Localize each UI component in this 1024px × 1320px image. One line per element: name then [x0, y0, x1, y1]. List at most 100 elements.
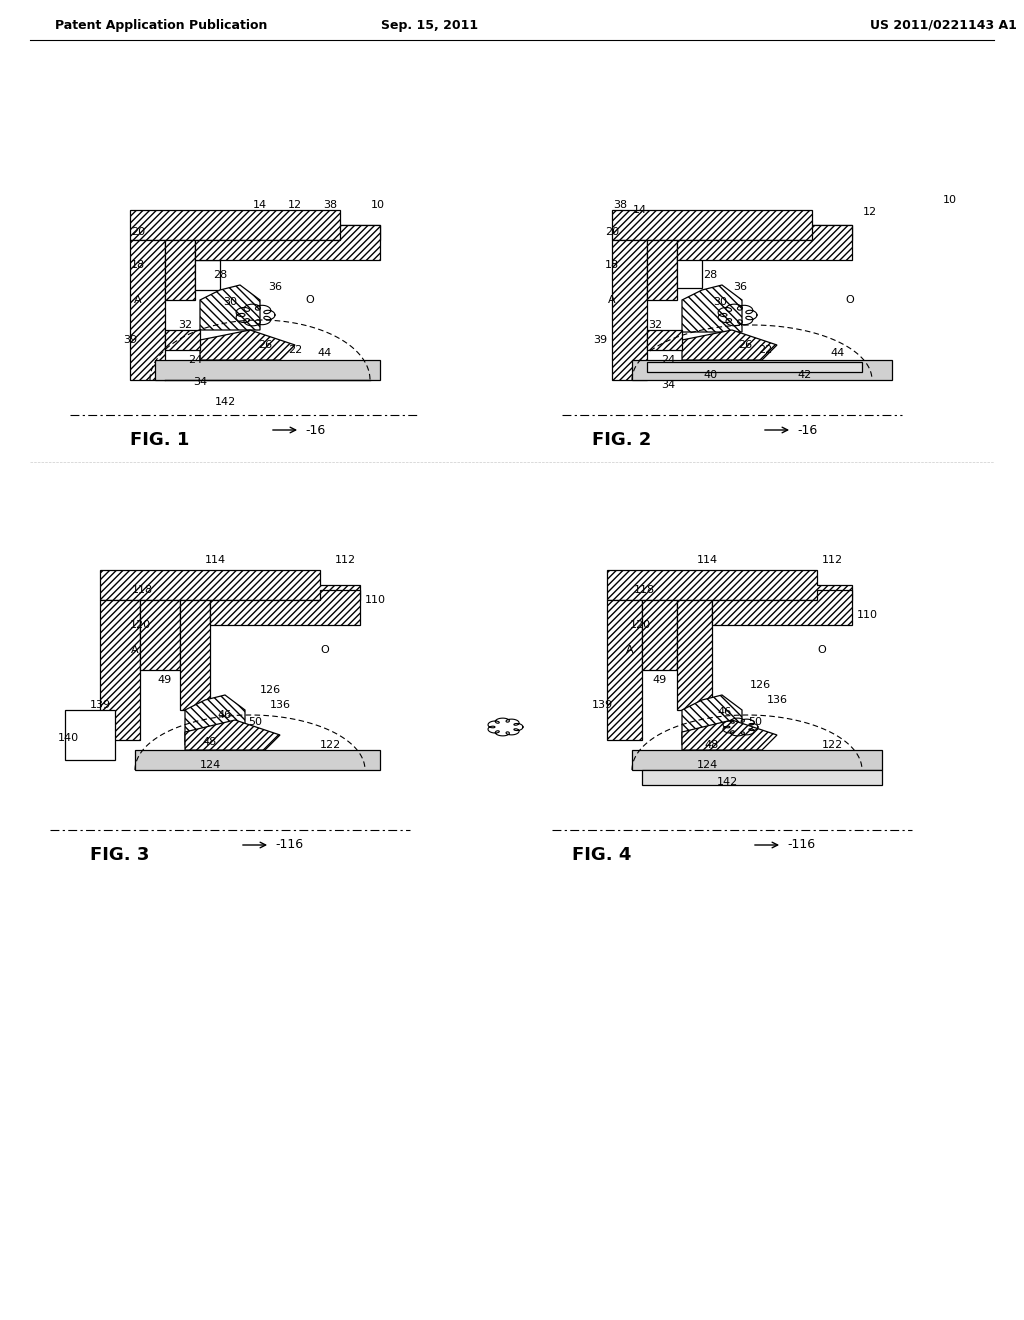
- Polygon shape: [195, 260, 220, 290]
- Polygon shape: [632, 360, 892, 380]
- Text: -16: -16: [305, 424, 326, 437]
- Text: 124: 124: [200, 760, 220, 770]
- Polygon shape: [200, 285, 260, 330]
- Text: 50: 50: [748, 717, 762, 727]
- Text: 44: 44: [317, 348, 332, 358]
- Polygon shape: [682, 696, 742, 744]
- Text: O: O: [846, 294, 854, 305]
- Polygon shape: [100, 601, 140, 741]
- Polygon shape: [607, 570, 852, 601]
- Text: 124: 124: [696, 760, 718, 770]
- Text: 114: 114: [696, 554, 718, 565]
- Text: 136: 136: [269, 700, 291, 710]
- Text: FIG. 3: FIG. 3: [90, 846, 150, 865]
- Polygon shape: [682, 285, 742, 333]
- Text: 142: 142: [214, 397, 236, 407]
- Text: O: O: [321, 645, 330, 655]
- Text: 126: 126: [259, 685, 281, 696]
- Polygon shape: [155, 360, 380, 380]
- Text: A: A: [608, 294, 615, 305]
- Text: 26: 26: [738, 341, 752, 350]
- Text: 122: 122: [821, 741, 843, 750]
- Text: 38: 38: [323, 201, 337, 210]
- Text: 122: 122: [319, 741, 341, 750]
- Text: 112: 112: [335, 554, 355, 565]
- Text: 22: 22: [288, 345, 302, 355]
- Text: 140: 140: [57, 733, 79, 743]
- Text: 39: 39: [593, 335, 607, 345]
- Text: 32: 32: [648, 319, 663, 330]
- Text: 28: 28: [702, 271, 717, 280]
- Text: 30: 30: [713, 297, 727, 308]
- Text: 34: 34: [660, 380, 675, 389]
- Polygon shape: [647, 240, 677, 300]
- Text: 36: 36: [733, 282, 746, 292]
- Text: 10: 10: [943, 195, 957, 205]
- Text: 24: 24: [187, 355, 202, 366]
- Polygon shape: [612, 210, 852, 240]
- Text: 10: 10: [371, 201, 385, 210]
- Polygon shape: [135, 750, 380, 770]
- Text: 30: 30: [223, 297, 237, 308]
- Text: 112: 112: [821, 554, 843, 565]
- Text: 36: 36: [268, 282, 282, 292]
- Text: 136: 136: [767, 696, 787, 705]
- Text: 50: 50: [248, 717, 262, 727]
- Text: 18: 18: [131, 260, 145, 271]
- Text: Sep. 15, 2011: Sep. 15, 2011: [381, 18, 478, 32]
- Polygon shape: [140, 601, 180, 671]
- Polygon shape: [647, 330, 682, 350]
- Text: 49: 49: [158, 675, 172, 685]
- Polygon shape: [130, 240, 165, 380]
- Polygon shape: [165, 330, 200, 350]
- Polygon shape: [607, 601, 642, 741]
- Text: 22: 22: [758, 345, 772, 355]
- Text: O: O: [817, 645, 826, 655]
- Polygon shape: [165, 240, 195, 300]
- Text: 46: 46: [717, 708, 731, 717]
- Polygon shape: [647, 362, 862, 372]
- Polygon shape: [642, 770, 882, 785]
- Polygon shape: [200, 330, 295, 360]
- Text: 126: 126: [750, 680, 771, 690]
- Polygon shape: [210, 590, 360, 624]
- Text: 18: 18: [605, 260, 620, 271]
- Text: -116: -116: [787, 838, 815, 851]
- Text: 26: 26: [258, 341, 272, 350]
- Text: 120: 120: [630, 620, 650, 630]
- Text: 118: 118: [634, 585, 654, 595]
- Polygon shape: [185, 719, 280, 750]
- Text: 46: 46: [218, 710, 232, 719]
- Text: FIG. 4: FIG. 4: [572, 846, 632, 865]
- Text: 12: 12: [288, 201, 302, 210]
- Text: 114: 114: [205, 554, 225, 565]
- Text: 39: 39: [123, 335, 137, 345]
- Text: 44: 44: [830, 348, 845, 358]
- Text: A: A: [627, 645, 634, 655]
- Polygon shape: [682, 330, 777, 360]
- Text: 14: 14: [253, 201, 267, 210]
- Polygon shape: [195, 224, 380, 260]
- Polygon shape: [130, 210, 380, 240]
- Text: Patent Application Publication: Patent Application Publication: [55, 18, 267, 32]
- Polygon shape: [632, 750, 882, 770]
- Text: 110: 110: [365, 595, 385, 605]
- Polygon shape: [642, 601, 677, 671]
- Text: FIG. 1: FIG. 1: [130, 432, 189, 449]
- Text: 139: 139: [592, 700, 612, 710]
- Text: -16: -16: [797, 424, 817, 437]
- Text: 142: 142: [717, 777, 737, 787]
- Polygon shape: [100, 570, 360, 601]
- Text: 38: 38: [613, 201, 627, 210]
- Polygon shape: [682, 719, 777, 750]
- Text: 48: 48: [203, 737, 217, 747]
- Text: 48: 48: [705, 741, 719, 750]
- Polygon shape: [65, 710, 115, 760]
- Polygon shape: [185, 696, 245, 744]
- Text: O: O: [305, 294, 314, 305]
- Text: A: A: [134, 294, 141, 305]
- Polygon shape: [677, 601, 712, 710]
- Text: 32: 32: [178, 319, 193, 330]
- Polygon shape: [612, 240, 647, 380]
- Text: 110: 110: [856, 610, 878, 620]
